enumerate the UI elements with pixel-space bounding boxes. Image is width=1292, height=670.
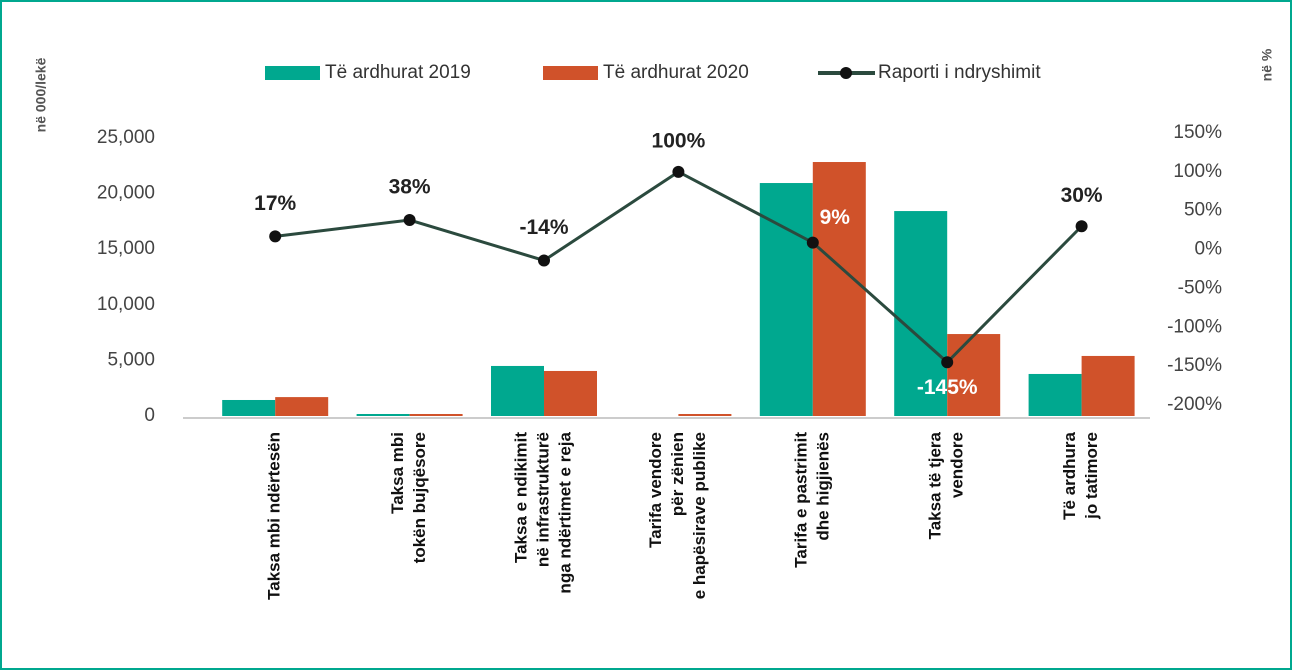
y2-axis-label: në %: [1259, 48, 1275, 81]
bar: [678, 413, 732, 416]
legend-label: Të ardhurat 2019: [325, 62, 471, 83]
x-tick-label: në infrastrukturë: [533, 432, 552, 567]
bar: [275, 397, 329, 416]
y-tick-label: 5,000: [107, 349, 155, 370]
data-label: 38%: [389, 176, 431, 199]
bar: [409, 413, 463, 416]
data-label: -145%: [917, 376, 978, 399]
bar: [222, 399, 276, 416]
line-point: [941, 356, 954, 369]
legend-swatch: [543, 66, 598, 80]
y2-tick-label: -150%: [1167, 355, 1222, 376]
legend-label: Raporti i ndryshimit: [878, 62, 1041, 83]
bar: [491, 365, 544, 416]
bar: [1081, 355, 1135, 416]
x-tick-label: Taksa mbi ndërtesën: [265, 432, 284, 600]
line-point: [1075, 220, 1088, 233]
x-tick-label: Tarifa vendore: [646, 432, 665, 548]
x-tick-label: e hapësirave publike: [690, 432, 709, 599]
x-tick-label: dhe higjienës: [813, 432, 832, 541]
y-tick-label: 20,000: [97, 183, 155, 204]
y2-tick-label: 0%: [1195, 239, 1223, 260]
x-tick-label: nga ndërtimet e reja: [555, 431, 574, 593]
bar: [759, 183, 813, 416]
x-tick-label: Taksa mbi: [388, 432, 407, 514]
x-tick-label: tokën bujqësore: [410, 432, 429, 563]
x-tick-label: Taksa të tjera: [926, 431, 945, 539]
data-label: 100%: [652, 129, 706, 152]
line-point: [538, 254, 550, 267]
bar: [894, 211, 948, 416]
data-label: 9%: [820, 206, 851, 229]
y-tick-label: 0: [144, 405, 155, 426]
y-tick-label: 25,000: [97, 127, 155, 148]
line-point: [806, 236, 819, 249]
y-tick-label: 15,000: [97, 238, 155, 259]
legend-swatch: [840, 67, 852, 79]
x-tick-label: për zënien: [668, 432, 687, 516]
y-axis-label: në 000/lekë: [33, 57, 49, 132]
legend-swatch: [265, 66, 320, 80]
bar: [812, 162, 866, 416]
x-tick-label: Tarifa e pastrimit: [791, 432, 810, 568]
y2-tick-label: 100%: [1173, 161, 1222, 182]
bar: [356, 413, 410, 416]
bar: [947, 334, 1001, 416]
x-tick-label: jo tatimore: [1082, 432, 1101, 520]
bar: [544, 370, 597, 416]
data-label: 30%: [1061, 184, 1103, 207]
y2-tick-label: 50%: [1184, 200, 1222, 221]
bar: [1028, 373, 1082, 416]
y2-tick-label: -100%: [1167, 316, 1222, 337]
x-tick-label: Të ardhura: [1060, 431, 1079, 519]
y2-tick-label: -50%: [1178, 277, 1222, 298]
x-tick-label: vendore: [948, 432, 967, 498]
x-tick-label: Taksa e ndikimit: [511, 432, 530, 563]
line-point: [403, 214, 416, 227]
line-point: [672, 165, 685, 178]
y-tick-label: 10,000: [97, 294, 155, 315]
legend-label: Të ardhurat 2020: [603, 62, 749, 83]
data-label: -14%: [519, 216, 568, 239]
data-label: 17%: [254, 192, 296, 215]
line-point: [269, 230, 282, 243]
y2-tick-label: -200%: [1167, 394, 1222, 415]
y2-tick-label: 150%: [1173, 122, 1222, 143]
